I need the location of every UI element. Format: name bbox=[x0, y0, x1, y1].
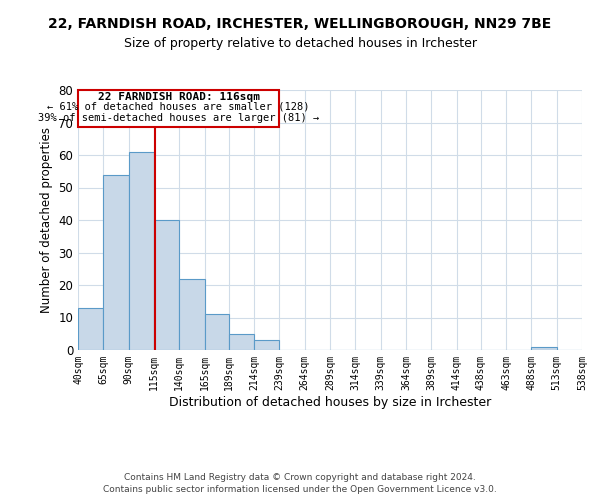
Text: Contains public sector information licensed under the Open Government Licence v3: Contains public sector information licen… bbox=[103, 485, 497, 494]
FancyBboxPatch shape bbox=[78, 90, 280, 128]
Bar bbox=[205, 314, 229, 350]
Text: 22, FARNDISH ROAD, IRCHESTER, WELLINGBOROUGH, NN29 7BE: 22, FARNDISH ROAD, IRCHESTER, WELLINGBOR… bbox=[49, 18, 551, 32]
Y-axis label: Number of detached properties: Number of detached properties bbox=[40, 127, 53, 313]
Bar bbox=[154, 220, 179, 350]
Bar bbox=[78, 308, 103, 350]
Text: ← 61% of detached houses are smaller (128): ← 61% of detached houses are smaller (12… bbox=[47, 101, 310, 112]
Text: 22 FARNDISH ROAD: 116sqm: 22 FARNDISH ROAD: 116sqm bbox=[98, 92, 260, 102]
Bar bbox=[103, 174, 128, 350]
Bar bbox=[532, 347, 557, 350]
Text: 39% of semi-detached houses are larger (81) →: 39% of semi-detached houses are larger (… bbox=[38, 112, 319, 122]
Bar bbox=[229, 334, 254, 350]
Bar bbox=[254, 340, 280, 350]
Bar bbox=[179, 278, 205, 350]
X-axis label: Distribution of detached houses by size in Irchester: Distribution of detached houses by size … bbox=[169, 396, 491, 408]
Text: Contains HM Land Registry data © Crown copyright and database right 2024.: Contains HM Land Registry data © Crown c… bbox=[124, 472, 476, 482]
Bar bbox=[128, 152, 154, 350]
Text: Size of property relative to detached houses in Irchester: Size of property relative to detached ho… bbox=[124, 38, 476, 51]
